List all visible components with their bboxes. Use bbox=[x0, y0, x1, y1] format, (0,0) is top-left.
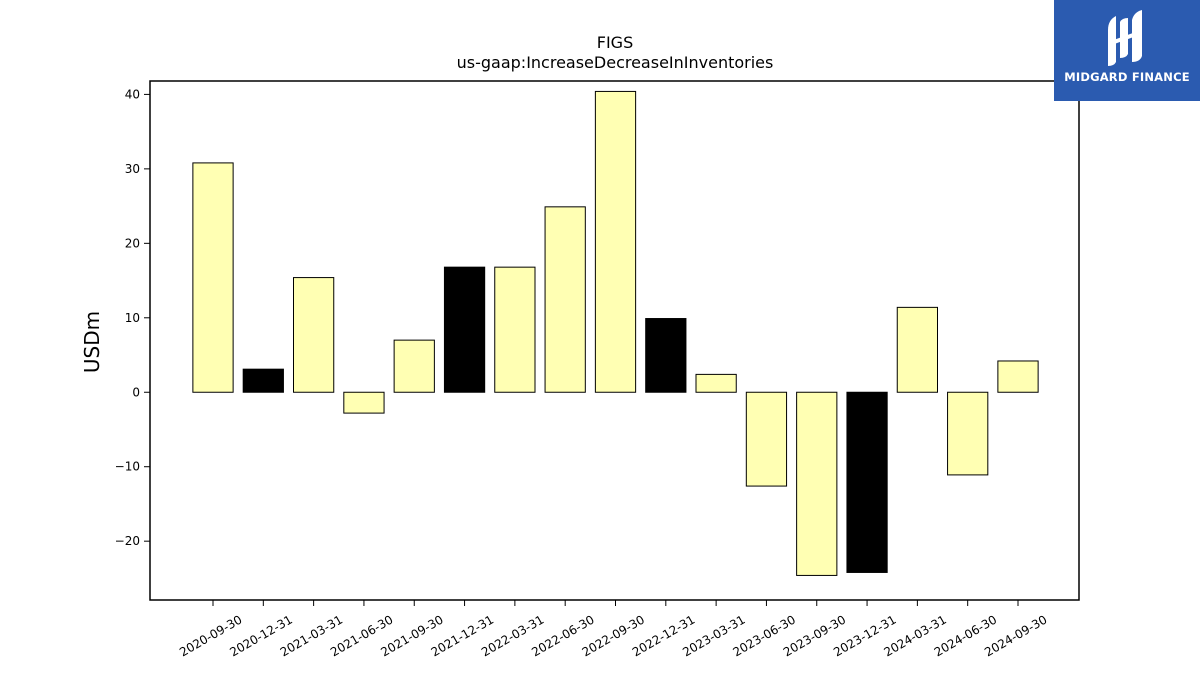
bar-2022-06-30 bbox=[544, 206, 586, 393]
bar-2021-03-31 bbox=[293, 277, 335, 393]
bar-2023-12-31 bbox=[846, 391, 888, 573]
bar-2020-09-30 bbox=[192, 162, 234, 393]
bar-2021-12-31 bbox=[443, 266, 486, 393]
y-tick-label: 20 bbox=[125, 236, 140, 250]
logo-text: MIDGARD FINANCE bbox=[1064, 70, 1190, 84]
y-axis-label: USDm bbox=[80, 311, 104, 373]
bar-2022-09-30 bbox=[594, 90, 637, 393]
bar-2023-03-31 bbox=[695, 373, 737, 393]
chart-title: FIGS bbox=[597, 33, 633, 52]
bars-group bbox=[192, 90, 1039, 576]
bar-2020-12-31 bbox=[242, 368, 284, 393]
bar-2021-09-30 bbox=[393, 339, 435, 393]
x-axis-ticks: 2020-09-302020-12-312021-03-312021-06-30… bbox=[177, 600, 1050, 659]
chart-subtitle: us-gaap:IncreaseDecreaseInInventories bbox=[457, 53, 774, 72]
bar-2023-06-30 bbox=[745, 391, 788, 487]
logo-badge: MIDGARD FINANCE bbox=[1054, 0, 1200, 101]
y-tick-label: 40 bbox=[125, 87, 140, 101]
bar-2024-06-30 bbox=[947, 391, 989, 476]
bar-2023-09-30 bbox=[796, 391, 838, 576]
y-tick-label: −10 bbox=[115, 460, 140, 474]
bar-2024-03-31 bbox=[896, 306, 938, 393]
bar-2024-09-30 bbox=[997, 360, 1039, 393]
bar-2022-03-31 bbox=[494, 266, 536, 393]
midgard-logo-icon bbox=[1108, 10, 1142, 66]
bar-2022-12-31 bbox=[645, 318, 687, 393]
y-axis-ticks: −20 −10 0 10 20 30 40 bbox=[115, 87, 150, 548]
y-tick-label: 30 bbox=[125, 162, 140, 176]
plot-frame bbox=[149, 80, 1080, 601]
bar-2021-06-30 bbox=[343, 391, 385, 414]
y-tick-label: −20 bbox=[115, 534, 140, 548]
y-tick-label: 10 bbox=[125, 311, 140, 325]
y-tick-label: 0 bbox=[132, 385, 140, 399]
